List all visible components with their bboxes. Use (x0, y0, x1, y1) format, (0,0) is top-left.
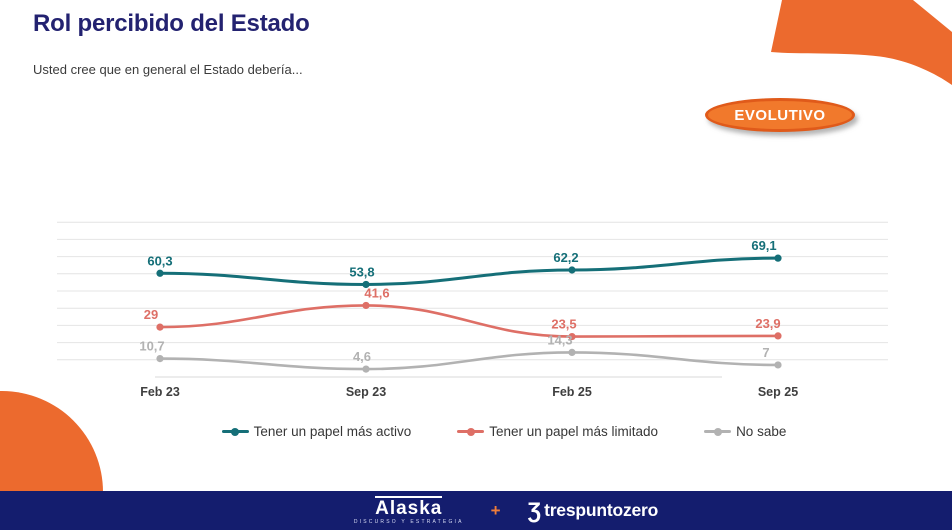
trespuntozero-logo-wordmark: trespuntozero (544, 500, 659, 520)
legend-dot-icon (466, 427, 475, 436)
legend-line-marker-icon (457, 427, 485, 436)
data-point-label: 10,7 (139, 339, 164, 354)
evolutivo-badge: EVOLUTIVO (705, 98, 855, 132)
legend-label: Tener un papel más activo (253, 424, 412, 439)
plus-separator: + (490, 500, 501, 520)
alaska-logo-wordmark: Alaska (375, 496, 443, 519)
page-title: Rol percibido del Estado (33, 10, 310, 37)
x-axis-label: Sep 23 (346, 385, 386, 399)
data-point (568, 332, 576, 341)
data-point (156, 323, 164, 331)
chart-legend: Tener un papel más activo Tener un papel … (28, 424, 952, 439)
data-point-label: 60,3 (147, 253, 172, 268)
alaska-logo: Alaska DISCURSO Y ESTRATEGIA (354, 496, 464, 525)
data-point-label: 4,6 (353, 349, 371, 364)
legend-line-marker-icon (704, 427, 732, 436)
legend-item: Tener un papel más limitado (457, 424, 658, 439)
data-point-label: 53,8 (349, 264, 374, 279)
data-point-label: 23,9 (755, 316, 780, 331)
data-point (156, 269, 164, 277)
legend-label: Tener un papel más limitado (489, 424, 659, 439)
data-point (774, 332, 782, 340)
data-point (774, 254, 782, 262)
footer-bar: Alaska DISCURSO Y ESTRATEGIA + Ʒ trespun… (0, 491, 952, 530)
legend-item: No sabe (704, 424, 786, 439)
evolutivo-badge-label: EVOLUTIVO (734, 106, 826, 124)
legend-dot-icon (231, 427, 240, 436)
data-point-label: 41,6 (364, 285, 389, 300)
legend-dot-icon (713, 427, 722, 436)
x-axis-label: Feb 23 (140, 385, 180, 399)
trespuntozero-logo-glyph: Ʒ (527, 497, 542, 523)
x-axis-label: Sep 25 (758, 385, 798, 399)
data-point (362, 280, 370, 289)
data-point (362, 365, 370, 373)
data-point-label: 69,1 (751, 238, 776, 253)
series-line (158, 304, 780, 338)
legend-item: Tener un papel más activo (221, 424, 412, 439)
data-point-label: 62,2 (553, 250, 578, 265)
x-axis-label: Feb 25 (552, 385, 592, 399)
page-subtitle: Usted cree que en general el Estado debe… (33, 62, 303, 77)
data-point-label: 7 (762, 345, 769, 360)
corner-swoosh-decoration (771, 0, 952, 85)
data-point (774, 361, 782, 369)
alaska-logo-tagline: DISCURSO Y ESTRATEGIA (353, 519, 464, 525)
data-point (362, 301, 370, 310)
data-point-label: 29 (144, 307, 158, 322)
data-point (156, 354, 164, 363)
legend-label: No sabe (736, 424, 787, 439)
data-point (568, 266, 576, 274)
evolution-line-chart: 60,3 53,8 62,2 69,1 29 41,6 23,5 23,9 10,7 4,6 14,… (57, 221, 888, 399)
data-point (568, 348, 576, 357)
legend-line-marker-icon (221, 427, 249, 436)
data-point-label: 14,3 (547, 332, 572, 347)
series-line (158, 351, 780, 371)
data-point-label: 23,5 (551, 317, 576, 332)
series-line (158, 256, 780, 286)
trespuntozero-logo: Ʒ trespuntozero (527, 497, 659, 523)
